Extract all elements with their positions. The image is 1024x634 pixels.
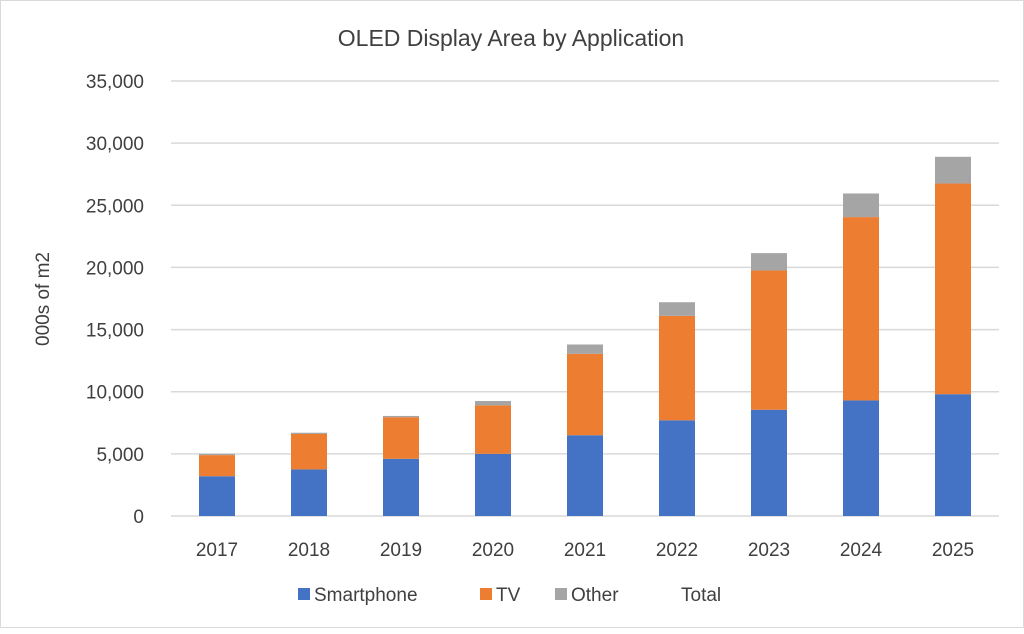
legend-swatch <box>555 588 567 600</box>
legend-label: Other <box>571 585 619 606</box>
y-tick-label: 25,000 <box>86 196 144 217</box>
chart-title: OLED Display Area by Application <box>338 25 684 51</box>
x-tick-label: 2018 <box>288 540 330 561</box>
bar-other-2025 <box>935 156 971 184</box>
y-tick-label: 5,000 <box>96 445 144 466</box>
legend-item-smartphone: Smartphone <box>298 585 418 606</box>
bar-other-2021 <box>567 344 603 354</box>
x-tick-label: 2021 <box>564 540 606 561</box>
x-tick-label: 2022 <box>656 540 698 561</box>
bar-tv-2017 <box>199 455 235 477</box>
x-tick-label: 2025 <box>932 540 974 561</box>
legend-swatch <box>480 588 492 600</box>
bar-smartphone-2017 <box>199 476 235 516</box>
bar-smartphone-2019 <box>383 458 419 516</box>
legend-label: Smartphone <box>314 585 418 606</box>
bar-other-2024 <box>843 193 879 218</box>
bar-tv-2025 <box>935 183 971 395</box>
bar-tv-2018 <box>291 433 327 470</box>
y-tick-label: 10,000 <box>86 383 144 404</box>
bar-smartphone-2025 <box>935 394 971 516</box>
legend-item-tv: TV <box>480 585 521 606</box>
x-tick-label: 2023 <box>748 540 790 561</box>
bar-other-2020 <box>475 401 511 406</box>
bar-other-2019 <box>383 415 419 418</box>
bar-tv-2020 <box>475 405 511 454</box>
bar-smartphone-2024 <box>843 400 879 516</box>
legend-label: TV <box>496 585 521 606</box>
bars <box>199 156 971 516</box>
x-tick-label: 2019 <box>380 540 422 561</box>
bar-tv-2019 <box>383 417 419 459</box>
legend-item-other: Other <box>555 585 619 606</box>
bar-other-2017 <box>199 453 235 456</box>
x-tick-label: 2020 <box>472 540 514 561</box>
y-axis-label: 000s of m2 <box>33 252 54 346</box>
legend: Smartphone TV Other Total <box>298 585 721 606</box>
bar-smartphone-2018 <box>291 469 327 516</box>
legend-swatch <box>298 588 310 600</box>
bar-other-2022 <box>659 302 695 316</box>
y-tick-label: 15,000 <box>86 321 144 342</box>
bar-smartphone-2023 <box>751 409 787 516</box>
bar-other-2018 <box>291 432 327 434</box>
bar-smartphone-2020 <box>475 453 511 516</box>
legend-label: Total <box>681 585 721 606</box>
x-tick-label: 2024 <box>840 540 883 561</box>
y-tick-label: 0 <box>133 507 144 528</box>
y-tick-label: 20,000 <box>86 258 144 279</box>
x-tick-label: 2017 <box>196 540 238 561</box>
bar-tv-2022 <box>659 315 695 421</box>
bar-other-2023 <box>751 253 787 271</box>
bar-smartphone-2022 <box>659 420 695 516</box>
x-axis-ticks: 2017 2018 2019 2020 2021 2022 2023 2024 2025 <box>196 540 974 561</box>
y-tick-label: 30,000 <box>86 134 144 155</box>
bar-smartphone-2021 <box>567 435 603 516</box>
bar-tv-2024 <box>843 217 879 401</box>
y-axis-ticks: 0 5,000 10,000 15,000 20,000 25,000 30,000 35,0… <box>86 72 144 528</box>
legend-item-total: Total <box>681 585 721 606</box>
bar-tv-2023 <box>751 270 787 410</box>
bar-tv-2021 <box>567 353 603 436</box>
y-tick-label: 35,000 <box>86 72 144 93</box>
